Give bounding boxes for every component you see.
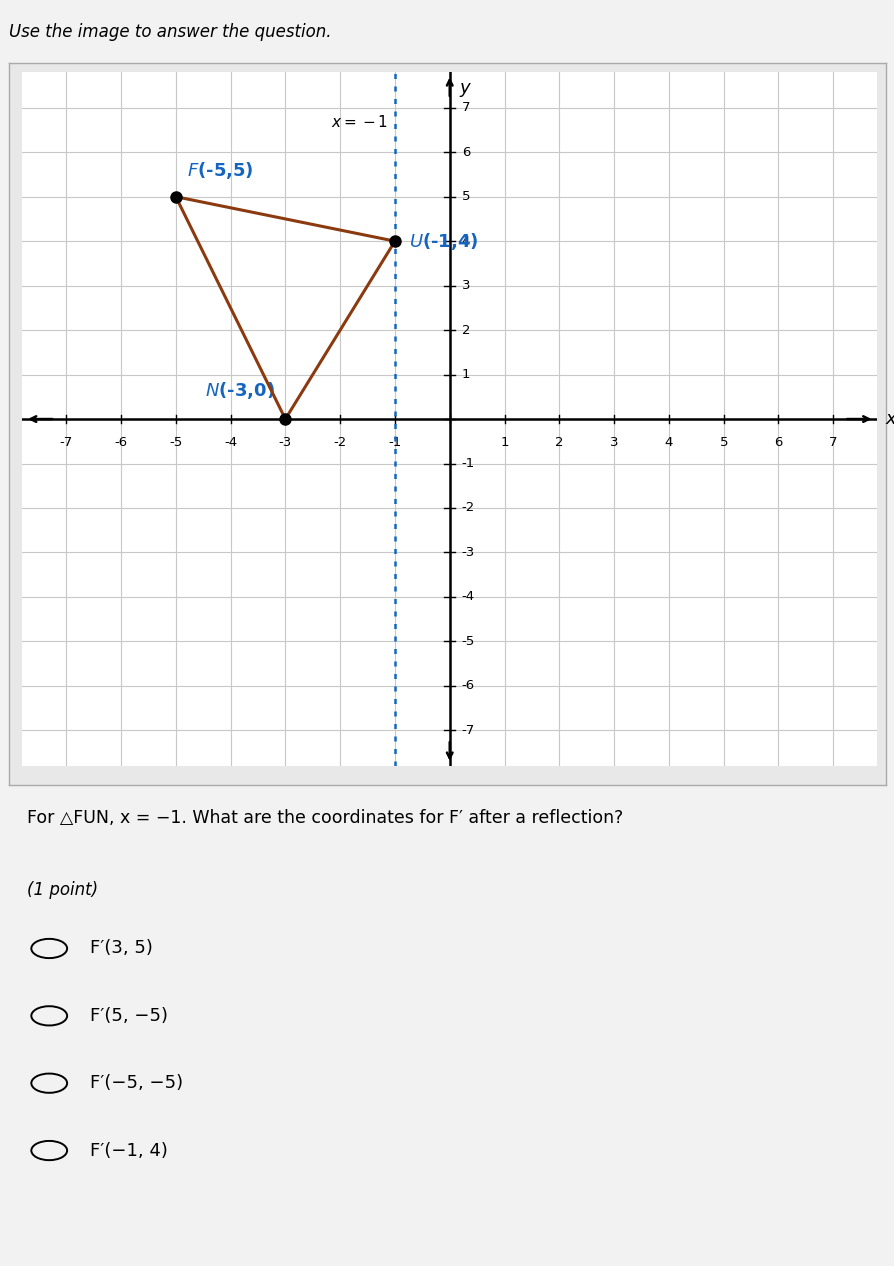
- Text: -6: -6: [461, 680, 475, 693]
- Text: 4: 4: [664, 436, 672, 449]
- Text: y: y: [460, 78, 469, 96]
- Text: 5: 5: [461, 190, 469, 203]
- Text: -3: -3: [461, 546, 475, 560]
- Text: -4: -4: [461, 590, 475, 604]
- Text: $\mathit{F}$(-5,5): $\mathit{F}$(-5,5): [187, 160, 253, 181]
- Text: Use the image to answer the question.: Use the image to answer the question.: [9, 23, 331, 41]
- Text: $x=-1$: $x=-1$: [331, 114, 388, 130]
- Text: -5: -5: [169, 436, 182, 449]
- Text: 3: 3: [461, 279, 469, 292]
- Text: F′(3, 5): F′(3, 5): [89, 939, 152, 957]
- Text: (1 point): (1 point): [27, 881, 97, 899]
- Text: F′(5, −5): F′(5, −5): [89, 1006, 167, 1025]
- Text: 7: 7: [461, 101, 469, 114]
- Text: 1: 1: [461, 368, 469, 381]
- Text: 6: 6: [461, 146, 469, 158]
- Text: $\mathit{U}$(-1,4): $\mathit{U}$(-1,4): [409, 230, 477, 252]
- Text: -3: -3: [278, 436, 291, 449]
- Text: -2: -2: [461, 501, 475, 514]
- Text: 1: 1: [500, 436, 508, 449]
- Text: For △FUN, x = −1. What are the coordinates for F′ after a reflection?: For △FUN, x = −1. What are the coordinat…: [27, 809, 622, 827]
- Text: -7: -7: [60, 436, 72, 449]
- Text: 5: 5: [719, 436, 727, 449]
- Text: 6: 6: [773, 436, 781, 449]
- Text: 7: 7: [828, 436, 837, 449]
- Text: F′(−5, −5): F′(−5, −5): [89, 1074, 182, 1093]
- Text: 3: 3: [609, 436, 618, 449]
- Text: -4: -4: [224, 436, 237, 449]
- Text: 4: 4: [461, 234, 469, 248]
- Text: F′(−1, 4): F′(−1, 4): [89, 1142, 167, 1160]
- Text: -7: -7: [461, 724, 475, 737]
- Text: -2: -2: [333, 436, 346, 449]
- Text: -1: -1: [388, 436, 401, 449]
- Text: x: x: [884, 410, 894, 428]
- Text: 2: 2: [554, 436, 563, 449]
- Text: -1: -1: [461, 457, 475, 470]
- Text: -5: -5: [461, 636, 475, 648]
- Text: 2: 2: [461, 324, 469, 337]
- Text: $\mathit{N}$(-3,0): $\mathit{N}$(-3,0): [205, 380, 274, 401]
- Text: -6: -6: [114, 436, 128, 449]
